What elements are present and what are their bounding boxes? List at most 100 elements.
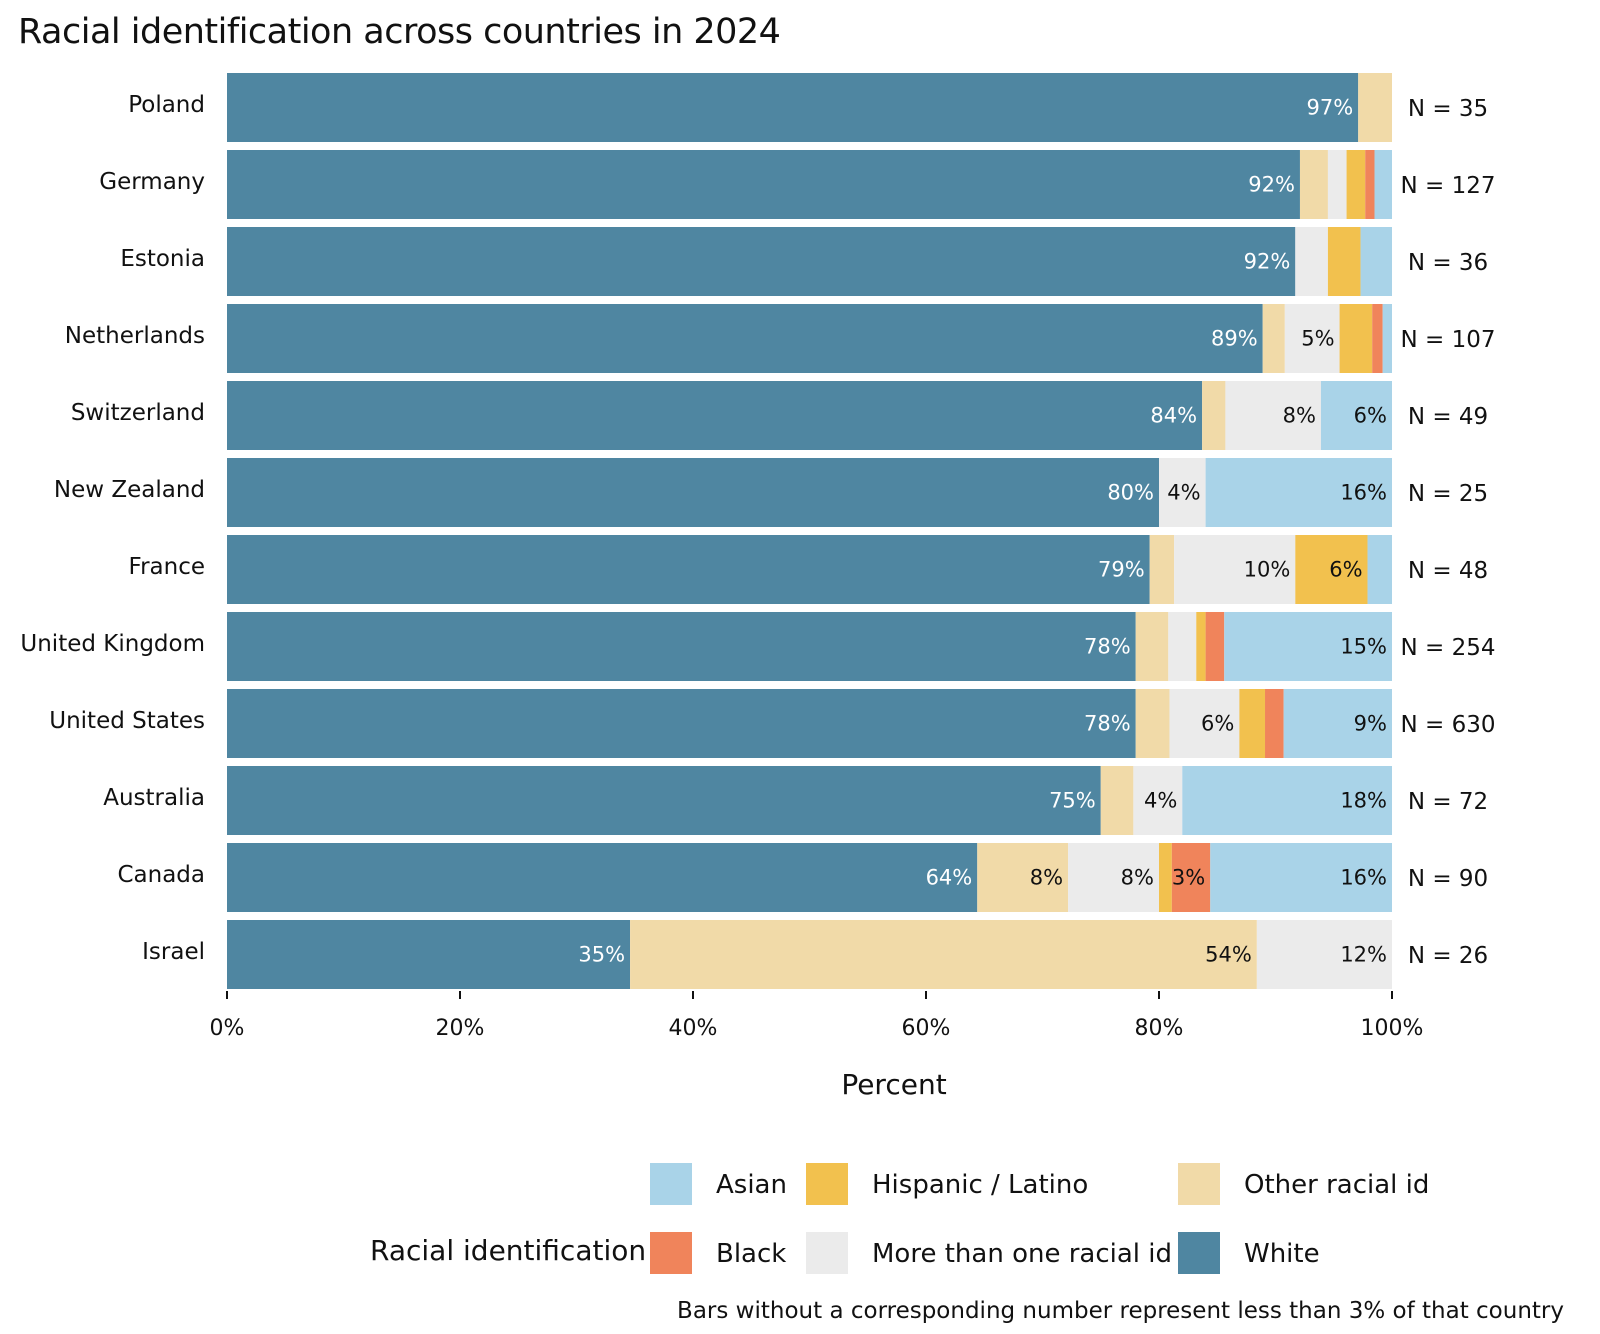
sample-size-united-states: N = 630: [1401, 712, 1496, 738]
bar-segment-switzerland-asian: [1320, 381, 1392, 450]
country-label-estonia: Estonia: [120, 246, 205, 272]
bar-segment-netherlands-more-than-one-racial-id: [1284, 304, 1340, 373]
bar-segment-canada-more-than-one-racial-id: [1068, 843, 1159, 912]
data-label-israel-other-racial-id: 54%: [1205, 943, 1252, 967]
data-label-france-more-than-one-racial-id: 10%: [1244, 558, 1291, 582]
country-label-germany: Germany: [99, 169, 205, 195]
bar-segment-netherlands-asian: [1382, 304, 1392, 373]
bar-segment-estonia-white: [227, 227, 1296, 296]
bar-segment-united-kingdom-white: [227, 612, 1136, 681]
data-label-united-states-asian: 9%: [1354, 712, 1387, 736]
bar-segment-united-kingdom-more-than-one-racial-id: [1168, 612, 1197, 681]
bar-segment-united-kingdom-black: [1205, 612, 1225, 681]
legend-swatch-more-than-one-racial-id: [806, 1232, 848, 1274]
bar-segment-canada-hispanic-latino: [1159, 843, 1172, 912]
bar-segment-france-other-racial-id: [1149, 535, 1175, 604]
legend-label-asian: Asian: [716, 1170, 787, 1200]
data-label-germany-white: 92%: [1248, 173, 1295, 197]
sample-size-estonia: N = 36: [1408, 250, 1488, 276]
bar-segment-new-zealand-asian: [1205, 458, 1392, 527]
sample-size-united-kingdom: N = 254: [1401, 635, 1496, 661]
bar-segment-poland-white: [227, 73, 1359, 142]
bar-segment-france-white: [227, 535, 1150, 604]
sample-size-poland: N = 35: [1408, 96, 1488, 122]
country-label-australia: Australia: [103, 785, 205, 811]
bar-segment-canada-black: [1171, 843, 1211, 912]
bar-segment-germany-more-than-one-racial-id: [1327, 150, 1347, 219]
data-label-united-states-white: 78%: [1084, 712, 1131, 736]
bar-segment-estonia-more-than-one-racial-id: [1295, 227, 1328, 296]
bar-segment-germany-asian: [1374, 150, 1392, 219]
bar-segment-germany-black: [1365, 150, 1375, 219]
sample-size-france: N = 48: [1408, 558, 1488, 584]
legend-swatch-other-racial-id: [1178, 1163, 1220, 1205]
bar-segment-united-states-asian: [1283, 689, 1392, 758]
bar-segment-netherlands-white: [227, 304, 1263, 373]
data-label-canada-more-than-one-racial-id: 8%: [1121, 866, 1154, 890]
sample-size-israel: N = 26: [1408, 943, 1488, 969]
x-axis: 0% 20% 40% 60% 80% 100%: [210, 991, 1424, 1041]
data-label-switzerland-asian: 6%: [1354, 404, 1387, 428]
data-label-australia-more-than-one-racial-id: 4%: [1144, 789, 1177, 813]
country-label-united-states: United States: [49, 708, 205, 734]
bar-segment-australia-other-racial-id: [1100, 766, 1134, 835]
x-tick-label: 20%: [436, 1016, 485, 1041]
data-label-netherlands-more-than-one-racial-id: 5%: [1301, 327, 1334, 351]
data-label-france-white: 79%: [1098, 558, 1145, 582]
legend-label-black: Black: [716, 1239, 786, 1269]
bar-segment-australia-more-than-one-racial-id: [1133, 766, 1183, 835]
x-tick-label: 0%: [210, 1016, 245, 1041]
bar-segment-israel-other-racial-id: [630, 920, 1257, 989]
legend-swatch-asian: [650, 1163, 692, 1205]
bar-segment-estonia-hispanic-latino: [1327, 227, 1361, 296]
x-tick-label: 100%: [1361, 1016, 1424, 1041]
bar-segment-germany-white: [227, 150, 1300, 219]
country-label-israel: Israel: [142, 939, 205, 965]
country-label-switzerland: Switzerland: [71, 400, 205, 426]
country-label-netherlands: Netherlands: [65, 323, 205, 349]
bar-segment-israel-white: [227, 920, 631, 989]
legend-label-hispanic-latino: Hispanic / Latino: [872, 1170, 1088, 1200]
bar-segment-israel-more-than-one-racial-id: [1256, 920, 1392, 989]
data-label-france-hispanic-latino: 6%: [1329, 558, 1362, 582]
legend-label-more-than-one-racial-id: More than one racial id: [872, 1239, 1172, 1269]
legend-swatch-hispanic-latino: [806, 1163, 848, 1205]
bar-segment-new-zealand-white: [227, 458, 1159, 527]
legend-title: Racial identification: [370, 1234, 646, 1267]
bar-segment-poland-other-racial-id: [1358, 73, 1392, 142]
data-label-israel-more-than-one-racial-id: 12%: [1340, 943, 1387, 967]
country-label-united-kingdom: United Kingdom: [20, 631, 205, 657]
data-label-canada-black: 3%: [1172, 866, 1205, 890]
bar-segment-united-states-more-than-one-racial-id: [1169, 689, 1240, 758]
bar-segment-canada-other-racial-id: [977, 843, 1069, 912]
legend-swatch-white: [1178, 1232, 1220, 1274]
bar-segment-switzerland-white: [227, 381, 1203, 450]
bar-segment-germany-hispanic-latino: [1346, 150, 1366, 219]
bar-segment-estonia-asian: [1360, 227, 1392, 296]
data-label-united-kingdom-asian: 15%: [1340, 635, 1387, 659]
x-tick-label: 80%: [1135, 1016, 1184, 1041]
bar-segment-germany-other-racial-id: [1299, 150, 1328, 219]
country-label-poland: Poland: [128, 92, 205, 118]
bar-segment-netherlands-black: [1372, 304, 1383, 373]
bar-segment-netherlands-hispanic-latino: [1339, 304, 1373, 373]
data-label-switzerland-more-than-one-racial-id: 8%: [1283, 404, 1316, 428]
data-label-new-zealand-asian: 16%: [1340, 481, 1387, 505]
labels-layer: Poland 97% N = 35 Germany 92% N = 127 Estonia 9…: [20, 92, 1495, 969]
data-label-poland-white: 97%: [1307, 96, 1354, 120]
data-label-united-kingdom-white: 78%: [1084, 635, 1131, 659]
bar-segment-united-states-hispanic-latino: [1239, 689, 1266, 758]
data-label-new-zealand-white: 80%: [1107, 481, 1154, 505]
bar-segment-canada-asian: [1210, 843, 1392, 912]
chart-title: Racial identification across countries i…: [18, 12, 781, 52]
x-tick-label: 40%: [669, 1016, 718, 1041]
legend-label-white: White: [1244, 1239, 1320, 1269]
country-label-new-zealand: New Zealand: [54, 477, 205, 503]
legend-swatch-black: [650, 1232, 692, 1274]
footnote: Bars without a corresponding number repr…: [677, 1298, 1564, 1324]
sample-size-canada: N = 90: [1408, 866, 1488, 892]
bar-segment-united-kingdom-hispanic-latino: [1196, 612, 1206, 681]
bar-segment-new-zealand-more-than-one-racial-id: [1159, 458, 1206, 527]
data-label-new-zealand-more-than-one-racial-id: 4%: [1167, 481, 1200, 505]
